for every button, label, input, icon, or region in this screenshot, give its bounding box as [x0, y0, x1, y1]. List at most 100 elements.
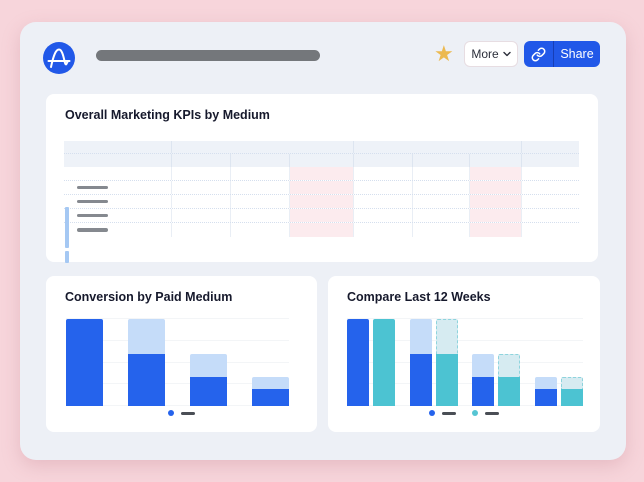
table-cell [172, 223, 231, 237]
table-cell [290, 167, 354, 180]
table-cell [231, 209, 290, 222]
gridline [66, 318, 289, 319]
bar-segment-faded [409, 319, 432, 354]
bar-segment-faded [435, 319, 458, 354]
table-cell [522, 223, 579, 237]
bar-segment-solid [128, 353, 165, 406]
table-row [64, 154, 579, 167]
bar [435, 319, 458, 406]
table-cell [354, 167, 413, 180]
kpi-table-panel: Overall Marketing KPIs by Medium [46, 94, 598, 263]
gridline [347, 405, 583, 406]
share-button[interactable]: Share [524, 41, 600, 67]
legend-label-placeholder [181, 411, 195, 415]
compare-chart-title: Compare Last 12 Weeks [347, 290, 491, 304]
compare-chart-legend [328, 410, 600, 416]
table-cell [354, 141, 522, 153]
table-cell [413, 181, 470, 194]
bar-segment-solid [347, 319, 369, 406]
table-row [64, 223, 579, 237]
bar-segment-solid [190, 377, 227, 406]
table-row [64, 195, 579, 209]
table-cell [413, 154, 470, 167]
more-button[interactable]: More [464, 41, 518, 67]
gridline [347, 383, 583, 385]
table-cell [64, 167, 172, 180]
table-cell [522, 195, 579, 208]
table-cell [522, 141, 579, 153]
gridline [347, 318, 583, 319]
kpi-table-title: Overall Marketing KPIs by Medium [65, 108, 270, 122]
table-cell [413, 223, 470, 237]
table-cell [354, 195, 413, 208]
gridline [66, 361, 289, 363]
bar-segment-solid [66, 319, 103, 406]
table-cell [64, 141, 172, 153]
legend-item [168, 410, 195, 416]
table-cell [354, 181, 413, 194]
row-label-placeholder [77, 228, 108, 232]
table-cell [522, 154, 579, 167]
table-cell [172, 181, 231, 194]
favorite-star-icon[interactable]: ★ [434, 41, 454, 66]
link-icon[interactable] [524, 41, 554, 67]
bar-segment-faded [190, 353, 227, 378]
selected-rows-indicator [64, 207, 69, 248]
app-window: ★ More Share Overall Marketing KPIs by M… [20, 22, 626, 460]
bar-segment-solid [435, 353, 458, 406]
bar-segment-solid [373, 319, 395, 406]
gridline [66, 383, 289, 385]
bar [560, 319, 583, 406]
conversion-chart-legend [46, 410, 317, 416]
bar [373, 319, 395, 406]
bar [128, 319, 165, 406]
table-cell [470, 209, 522, 222]
conversion-chart-title: Conversion by Paid Medium [65, 290, 233, 304]
bar-segment-faded [560, 377, 583, 389]
table-cell [172, 167, 231, 180]
amplitude-logo-icon[interactable] [43, 42, 75, 74]
table-cell [354, 209, 413, 222]
table-cell [413, 167, 470, 180]
bar-segment-faded [252, 377, 289, 389]
table-cell [413, 195, 470, 208]
bar-segment-faded [534, 377, 557, 389]
bar-segment-solid [560, 388, 583, 406]
gridline [66, 339, 289, 341]
table-cell [290, 195, 354, 208]
bar-group [347, 319, 395, 406]
table-row [64, 209, 579, 223]
table-row [64, 181, 579, 195]
table-cell [172, 154, 231, 167]
bar-group [534, 319, 583, 406]
bar [498, 319, 521, 406]
legend-dot [429, 410, 435, 416]
table-cell [413, 209, 470, 222]
compare-chart-panel: Compare Last 12 Weeks [328, 276, 600, 432]
table-cell [470, 154, 522, 167]
table-cell [172, 195, 231, 208]
table-cell [64, 154, 172, 167]
table-cell [172, 141, 354, 153]
gridline [66, 405, 289, 406]
bar [409, 319, 432, 406]
bar-group [472, 319, 521, 406]
table-cell [231, 154, 290, 167]
table-cell [231, 167, 290, 180]
table-cell [290, 181, 354, 194]
bar-segment-faded [128, 319, 165, 354]
table-cell [64, 195, 172, 208]
bar-segment-solid [534, 388, 557, 406]
bar [66, 319, 103, 406]
table-cell [172, 209, 231, 222]
table-cell [64, 181, 172, 194]
compare-chart-plot [347, 318, 583, 406]
gridline [347, 361, 583, 363]
legend-label-placeholder [442, 411, 456, 415]
table-cell [470, 167, 522, 180]
table-cell [354, 223, 413, 237]
table-cell [290, 154, 354, 167]
selected-rows-indicator [64, 251, 69, 263]
table-cell [290, 209, 354, 222]
